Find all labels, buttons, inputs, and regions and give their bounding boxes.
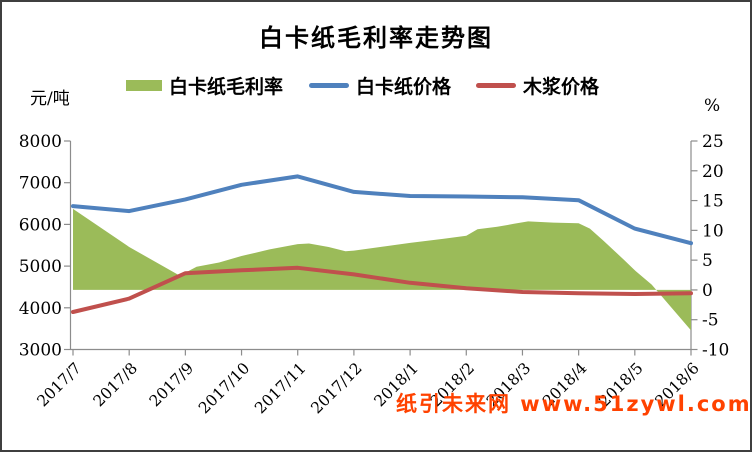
svg-text:6000: 6000 bbox=[19, 215, 62, 235]
svg-text:2018/6: 2018/6 bbox=[652, 359, 703, 410]
svg-text:2017/8: 2017/8 bbox=[90, 359, 141, 410]
legend-label-margin-rate: 白卡纸毛利率 bbox=[169, 75, 284, 98]
paper-price-line-swatch-icon bbox=[309, 82, 349, 88]
right-y-axis bbox=[690, 140, 698, 351]
svg-text:3000: 3000 bbox=[19, 341, 62, 361]
page-title: 白卡纸毛利率走势图 bbox=[259, 23, 493, 52]
svg-text:2017/12: 2017/12 bbox=[307, 359, 365, 417]
legend-label-paper-price: 白卡纸价格 bbox=[356, 75, 452, 98]
svg-text:2017/7: 2017/7 bbox=[34, 359, 85, 410]
svg-text:2018/3: 2018/3 bbox=[483, 359, 534, 410]
svg-text:7000: 7000 bbox=[19, 174, 62, 194]
right-axis-unit-label: % bbox=[704, 96, 721, 116]
svg-text:0: 0 bbox=[702, 281, 713, 301]
svg-text:2017/10: 2017/10 bbox=[195, 359, 253, 417]
svg-text:10: 10 bbox=[702, 221, 724, 241]
margin-area-series bbox=[73, 208, 691, 331]
left-y-axis bbox=[64, 140, 72, 351]
svg-text:-10: -10 bbox=[702, 341, 729, 361]
svg-text:4000: 4000 bbox=[19, 299, 62, 319]
left-axis-unit-label: 元/吨 bbox=[30, 89, 70, 109]
svg-text:2018/5: 2018/5 bbox=[595, 359, 646, 410]
pulp-price-line-swatch-icon bbox=[476, 82, 516, 88]
svg-text:2018/2: 2018/2 bbox=[427, 359, 478, 410]
svg-text:8000: 8000 bbox=[19, 132, 62, 152]
x-axis bbox=[70, 348, 692, 356]
svg-text:-5: -5 bbox=[702, 311, 719, 331]
svg-text:20: 20 bbox=[702, 162, 724, 182]
right-axis-tick-labels: 25 20 15 10 5 0 -5 -10 bbox=[702, 132, 729, 361]
legend-item-margin-rate: 白卡纸毛利率 bbox=[126, 74, 284, 98]
svg-text:2017/11: 2017/11 bbox=[251, 359, 309, 417]
svg-text:2017/9: 2017/9 bbox=[146, 359, 197, 410]
svg-text:2018/4: 2018/4 bbox=[539, 359, 590, 410]
left-axis-tick-labels: 8000 7000 6000 5000 4000 3000 bbox=[19, 132, 62, 361]
svg-text:15: 15 bbox=[702, 192, 724, 212]
svg-text:5000: 5000 bbox=[19, 257, 62, 277]
svg-text:2018/1: 2018/1 bbox=[371, 359, 422, 410]
legend-item-pulp-price: 木浆价格 bbox=[476, 74, 600, 98]
legend-item-paper-price: 白卡纸价格 bbox=[309, 74, 452, 98]
paper-price-line-series bbox=[71, 174, 693, 246]
legend-label-pulp-price: 木浆价格 bbox=[523, 75, 600, 98]
pulp-price-line-series bbox=[71, 265, 693, 314]
margin-rate-area-swatch-icon bbox=[126, 79, 162, 91]
svg-text:25: 25 bbox=[702, 132, 724, 152]
svg-text:5: 5 bbox=[702, 251, 713, 271]
